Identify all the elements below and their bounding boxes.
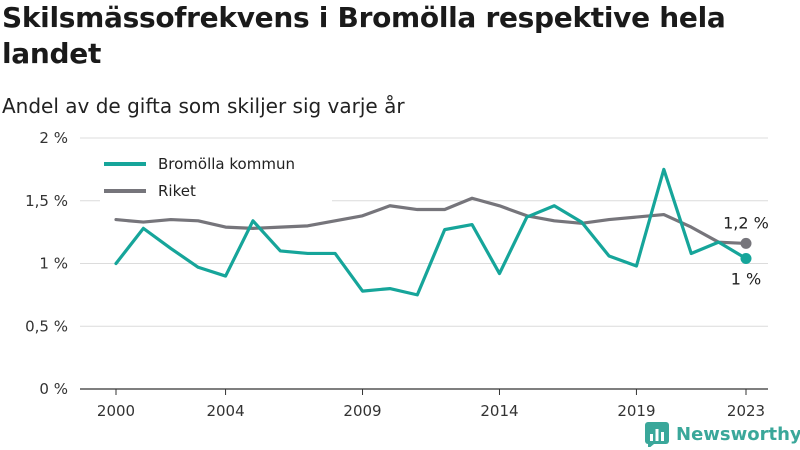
end-point-bromolla bbox=[740, 252, 752, 264]
page-subtitle: Andel av de gifta som skiljer sig varje … bbox=[2, 94, 405, 118]
y-tick-label: 1,5 % bbox=[25, 192, 68, 210]
series-line-bromolla bbox=[114, 167, 748, 297]
x-tick-label: 2014 bbox=[480, 402, 518, 420]
newsworthy-logo-text: Newsworthy bbox=[676, 423, 800, 445]
legend-label: Bromölla kommun bbox=[158, 155, 295, 173]
newsworthy-logo: Newsworthy bbox=[644, 420, 800, 448]
legend-bg bbox=[100, 180, 332, 202]
y-tick-label: 0,5 % bbox=[25, 317, 68, 335]
y-tick-label: 1 % bbox=[39, 255, 68, 273]
end-labels: 1,2 % 1 % bbox=[723, 213, 769, 288]
legend-label: Riket bbox=[158, 182, 196, 200]
series-line-riket bbox=[114, 196, 748, 246]
x-tick-label: 2023 bbox=[727, 402, 765, 420]
y-tick-label: 0 % bbox=[39, 380, 68, 398]
x-tick-label: 2009 bbox=[343, 402, 381, 420]
end-label-riket: 1,2 % bbox=[723, 213, 769, 232]
newsworthy-logo-icon bbox=[645, 422, 669, 447]
x-axis: 2000 2004 2009 2014 2019 2023 bbox=[97, 389, 765, 420]
y-axis: 0 % 0,5 % 1 % 1,5 % 2 % bbox=[25, 129, 68, 398]
end-label-bromolla: 1 % bbox=[731, 269, 761, 288]
y-tick-label: 2 % bbox=[39, 129, 68, 147]
x-tick-label: 2004 bbox=[206, 402, 244, 420]
end-point-riket bbox=[740, 237, 752, 249]
legend: Bromölla kommun Riket bbox=[100, 153, 332, 202]
legend-bg bbox=[100, 153, 332, 175]
series-group bbox=[114, 167, 752, 297]
x-tick-label: 2019 bbox=[617, 402, 655, 420]
page-title: Skilsmässofrekvens i Bromölla respektive… bbox=[2, 1, 726, 70]
x-tick-label: 2000 bbox=[97, 402, 135, 420]
